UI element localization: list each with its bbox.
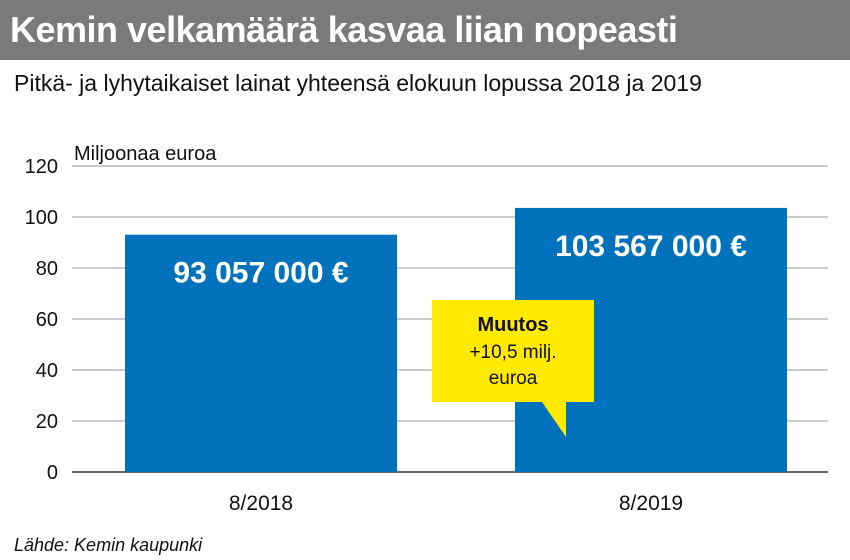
callout-title: Muutos: [477, 314, 548, 336]
x-tick-label: 8/2018: [229, 492, 293, 515]
source-note: Lähde: Kemin kaupunki: [14, 535, 203, 555]
x-axis-ticks: 8/2018 8/2019: [229, 492, 683, 515]
callout-line: euroa: [489, 368, 538, 389]
y-tick-label: 20: [36, 411, 58, 433]
page-title: Kemin velkamäärä kasvaa liian nopeasti: [10, 9, 678, 50]
y-tick-label: 40: [36, 360, 58, 382]
y-tick-label: 0: [47, 462, 58, 484]
y-tick-label: 120: [25, 156, 58, 178]
page-subtitle: Pitkä- ja lyhytaikaiset lainat yhteensä …: [14, 70, 702, 96]
y-tick-label: 60: [36, 309, 58, 331]
y-axis-ticks: 0 20 40 60 80 100 120: [25, 156, 58, 484]
bar-value-label: 93 057 000 €: [173, 257, 348, 290]
y-tick-label: 100: [25, 207, 58, 229]
callout-box: [432, 300, 594, 437]
bar-value-label: 103 567 000 €: [555, 230, 747, 263]
change-callout: Muutos +10,5 milj. euroa: [432, 300, 594, 437]
y-axis-label: Miljoonaa euroa: [74, 143, 217, 165]
bar: [125, 234, 397, 472]
header-band: [0, 0, 850, 60]
x-tick-label: 8/2019: [619, 492, 683, 515]
y-tick-label: 80: [36, 258, 58, 280]
callout-line: +10,5 milj.: [469, 342, 556, 363]
